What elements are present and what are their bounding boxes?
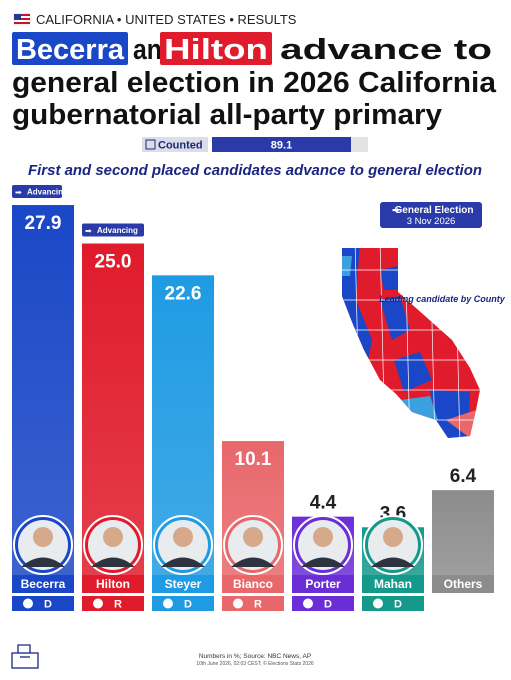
party-label: D	[184, 599, 192, 611]
portrait-body	[231, 557, 275, 567]
candidate-name: Others	[444, 577, 483, 591]
election-label: General Election	[395, 205, 474, 216]
title-highlight-text: Hilton	[164, 34, 268, 66]
portrait-body	[371, 557, 415, 567]
value-label: 22.6	[165, 283, 202, 304]
value-label: 10.1	[235, 449, 272, 470]
name-box	[432, 575, 494, 593]
party-label: R	[114, 599, 122, 611]
arrow-icon: ➡	[15, 188, 22, 197]
kicker: CALIFORNIA • UNITED STATES • RESULTS	[36, 12, 297, 27]
counted-bar	[212, 137, 351, 152]
value-label: 6.4	[450, 466, 477, 487]
party-symbol	[23, 598, 33, 609]
portrait-head	[383, 527, 403, 547]
value-label: 27.9	[25, 213, 62, 234]
candidate-name: Bianco	[233, 577, 273, 591]
party-box	[222, 596, 284, 611]
subtitle: First and second placed candidates advan…	[28, 163, 482, 179]
advancing-label: Advancing	[97, 226, 138, 235]
party-box	[292, 596, 354, 611]
title-text: general election in 2026 California	[12, 67, 497, 99]
election-box	[380, 202, 482, 228]
name-box	[152, 575, 214, 593]
bar	[432, 490, 494, 575]
party-label: D	[324, 599, 332, 611]
arrow-icon: ➡	[85, 227, 92, 236]
portrait-head	[243, 527, 263, 547]
footer-timestamp: 10th June 2026, 02:03 CEST; © Elections …	[196, 660, 314, 667]
flag-icon	[13, 13, 31, 26]
party-symbol	[163, 598, 173, 609]
name-box	[362, 575, 424, 593]
party-label: D	[44, 599, 52, 611]
name-box	[82, 575, 144, 593]
title-highlight	[160, 32, 272, 65]
election-date: 3 Nov 2026	[407, 216, 456, 227]
portrait-body	[21, 557, 65, 567]
title-text: advance to	[280, 34, 492, 66]
title-highlight-text: Becerra	[16, 34, 125, 66]
arrow-icon: ➡	[392, 205, 400, 215]
counted-label-box	[142, 137, 208, 152]
ballot-icon	[11, 644, 39, 669]
counted-label: Counted	[158, 140, 203, 152]
bar	[12, 205, 74, 575]
party-label: R	[254, 599, 262, 611]
advancing-tag	[12, 185, 62, 199]
name-box	[12, 575, 74, 593]
party-symbol	[233, 598, 243, 609]
candidate-name: Hilton	[96, 577, 130, 591]
party-label: D	[394, 599, 402, 611]
portrait-head	[313, 527, 333, 547]
candidate-name: Becerra	[21, 577, 66, 591]
portrait-head	[33, 527, 53, 547]
party-box	[362, 596, 424, 611]
advancing-tag	[82, 223, 144, 237]
candidate-name: Mahan	[374, 577, 412, 591]
title-highlight	[12, 32, 128, 65]
footer-source: Numbers in %; Source: NBC News, AP	[199, 653, 311, 660]
portrait-body	[161, 557, 205, 567]
counted-value: 89.1	[271, 140, 292, 152]
name-box	[292, 575, 354, 593]
portrait-body	[91, 557, 135, 567]
name-box	[222, 575, 284, 593]
candidate-name: Steyer	[165, 577, 202, 591]
map-caption: Leading candidate by County	[379, 294, 506, 304]
portrait-head	[103, 527, 123, 547]
party-box	[82, 596, 144, 611]
party-symbol	[93, 598, 103, 609]
value-label: 25.0	[95, 252, 132, 273]
portrait-head	[173, 527, 193, 547]
party-box	[12, 596, 74, 611]
candidate-name: Porter	[305, 577, 341, 591]
party-box	[152, 596, 214, 611]
counted-icon	[145, 139, 156, 150]
portrait-body	[301, 557, 345, 567]
advancing-label: Advancing	[27, 188, 68, 197]
party-symbol	[373, 598, 383, 609]
party-symbol	[303, 598, 313, 609]
value-label: 4.4	[310, 493, 337, 514]
title-text: gubernatorial all-party primary	[12, 99, 442, 131]
